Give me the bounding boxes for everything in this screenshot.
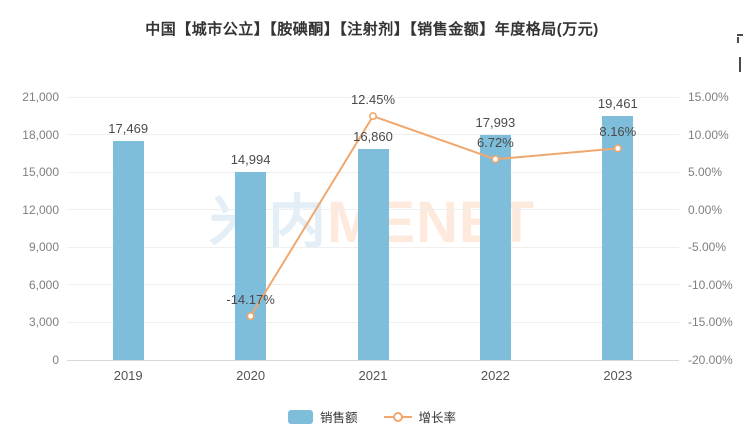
growth-line-layer (246, 112, 622, 321)
line-series-marker-icon (383, 411, 412, 422)
y-axis-left-tick: 9,000 (28, 240, 59, 255)
chart-legend: 销售额 增长率 (0, 407, 744, 426)
chart-title: 中国【城市公立】【胺碘酮】【注射剂】【销售金额】年度格局(万元) (145, 21, 599, 38)
y-axis-right-tick: -5.00% (688, 240, 727, 255)
growth-value-label: 6.72% (476, 135, 514, 151)
y-axis-right-tick: -15.00% (688, 315, 733, 330)
y-axis-right-tick: -10.00% (688, 277, 733, 292)
clipped-right-edge-artifact (737, 34, 743, 36)
gridline (67, 134, 679, 136)
x-axis-line (67, 359, 679, 361)
growth-point-2023[interactable] (613, 144, 622, 153)
growth-point-2022[interactable] (491, 155, 500, 164)
sales-value-label: 19,461 (597, 96, 638, 112)
legend-item-sales[interactable]: 销售额 (287, 407, 358, 426)
y-axis-right-tick: 0.00% (688, 202, 723, 217)
sales-bar-2023[interactable] (602, 116, 634, 360)
legend-item-growth[interactable]: 增长率 (383, 407, 457, 426)
growth-point-2020[interactable] (246, 312, 255, 321)
legend-label-sales: 销售额 (319, 411, 358, 425)
growth-value-label: 8.16% (599, 124, 637, 140)
y-axis-left-tick: 15,000 (22, 165, 59, 180)
bar-series-swatch-icon (287, 409, 313, 424)
y-axis-right-tick: 15.00% (688, 90, 729, 104)
y-axis-left-tick: 18,000 (22, 127, 59, 142)
x-axis-tick-2019: 2019 (113, 368, 143, 383)
y-axis-right-tick: 10.00% (688, 127, 729, 142)
watermark-cn: 米内 (208, 190, 327, 255)
x-axis-tick-2023: 2023 (603, 368, 633, 383)
x-axis-tick-2021: 2021 (358, 368, 388, 383)
sales-bar-2021[interactable] (357, 148, 389, 360)
y-axis-left-tick: 21,000 (22, 90, 59, 104)
sales-value-label: 16,860 (353, 128, 393, 144)
y-axis-left-tick: 0 (52, 353, 59, 367)
sales-value-label: 17,469 (108, 121, 149, 137)
sales-value-label: 14,994 (230, 152, 271, 168)
sales-bar-2019[interactable] (112, 141, 144, 360)
y-axis-right-tick: -20.00% (688, 353, 733, 367)
y-axis-left-tick: 6,000 (28, 277, 59, 292)
legend-label-growth: 增长率 (418, 411, 457, 425)
growth-value-label: -14.17% (226, 292, 275, 308)
x-axis-tick-2022: 2022 (480, 368, 510, 383)
y-axis-left-tick: 3,000 (28, 315, 59, 330)
y-axis-right-tick: 5.00% (688, 165, 723, 180)
x-axis-tick-2020: 2020 (236, 368, 266, 383)
sales-bar-2020[interactable] (235, 172, 267, 360)
clipped-right-edge-artifact (739, 57, 741, 72)
growth-point-2021[interactable] (368, 112, 377, 121)
y-axis-left-tick: 12,000 (22, 202, 59, 217)
growth-value-label: 12.45% (350, 92, 396, 108)
clipped-right-edge-artifact (737, 37, 739, 43)
gridline (67, 96, 679, 98)
growth-rate-line (249, 114, 618, 317)
sales-bar-2022[interactable] (479, 134, 511, 360)
sales-value-label: 17,993 (475, 114, 516, 130)
